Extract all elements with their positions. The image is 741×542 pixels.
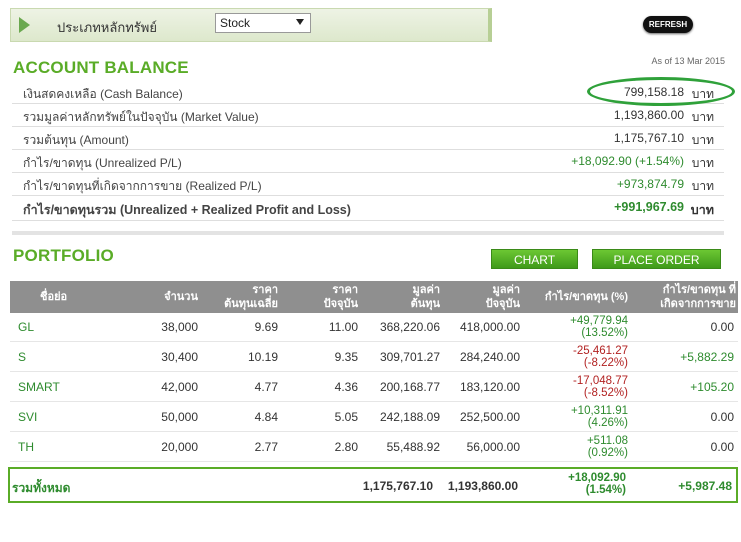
balance-label: เงินสดคงเหลือ (Cash Balance) xyxy=(23,87,183,101)
security-type-value: Stock xyxy=(220,16,251,30)
table-row[interactable]: SVI 50,000 4.84 5.05 242,188.09 252,500.00 +10… xyxy=(10,403,738,432)
unrealized-pl-cell: +511.08 (0.92%) xyxy=(586,435,628,459)
symbol-link[interactable]: TH xyxy=(18,440,34,454)
portfolio-title: PORTFOLIO xyxy=(13,246,114,265)
header-symbol: ชื่อย่อ xyxy=(40,291,68,303)
qty-cell: 20,000 xyxy=(161,440,198,454)
total-market-value: 1,193,860.00 xyxy=(447,479,518,493)
filter-bar: ประเภทหลักทรัพย์ Stock xyxy=(10,8,492,42)
market-value-cell: 284,240.00 xyxy=(459,350,520,364)
balance-unit: บาท xyxy=(691,179,714,193)
symbol-link[interactable]: S xyxy=(18,350,27,364)
security-type-label: ประเภทหลักทรัพย์ xyxy=(57,20,157,35)
total-label: รวมทั้งหมด xyxy=(12,481,71,495)
balance-unit: บาท xyxy=(690,203,714,217)
realized-pl-cell: 0.00 xyxy=(710,320,734,334)
total-cost: 1,175,767.10 xyxy=(362,479,433,493)
header-avg-cost: ราคา ต้นทุนเฉลี่ย xyxy=(224,284,278,310)
balance-value: 1,175,767.10 xyxy=(613,131,684,145)
unrealized-pl-cell: -25,461.27 (-8.22%) xyxy=(573,345,628,369)
balance-label: กำไร/ขาดทุนรวม (Unrealized + Realized Pr… xyxy=(23,203,351,217)
qty-cell: 38,000 xyxy=(161,320,198,334)
balance-label: รวมมูลค่าหลักทรัพย์ในปัจจุบัน (Market Va… xyxy=(23,110,259,124)
section-divider xyxy=(12,231,724,235)
qty-cell: 42,000 xyxy=(161,380,198,394)
unrealized-pl-cell: -17,048.77 (-8.52%) xyxy=(573,375,628,399)
cost-cell: 368,220.06 xyxy=(379,320,440,334)
account-balance-title: ACCOUNT BALANCE xyxy=(13,58,189,77)
total-realized-pl: +5,987.48 xyxy=(678,479,732,493)
price-cell: 9.35 xyxy=(334,350,358,364)
market-value-cell: 183,120.00 xyxy=(459,380,520,394)
avg-cost-cell: 4.84 xyxy=(254,410,278,424)
unrealized-pl-cell: +10,311.91 (4.26%) xyxy=(570,405,628,429)
balance-row: กำไร/ขาดทุนรวม (Unrealized + Realized Pr… xyxy=(12,196,724,221)
balance-row: กำไร/ขาดทุนที่เกิดจากการขาย (Realized P/… xyxy=(12,173,724,196)
realized-pl-cell: 0.00 xyxy=(710,440,734,454)
cost-cell: 309,701.27 xyxy=(379,350,440,364)
header-price: ราคา ปัจจุบัน xyxy=(323,284,358,310)
table-row[interactable]: SMART 42,000 4.77 4.36 200,168.77 183,120.00 -… xyxy=(10,373,738,402)
as-of-date: As of 13 Mar 2015 xyxy=(651,56,725,66)
cost-cell: 55,488.92 xyxy=(386,440,440,454)
balance-value: +18,092.90 (+1.54%) xyxy=(571,154,684,168)
security-type-select[interactable]: Stock xyxy=(215,13,311,33)
header-qty: จำนวน xyxy=(164,291,198,303)
realized-pl-cell: +5,882.29 xyxy=(680,350,734,364)
header-unrealized-pl: กำไร/ขาดทุน (%) xyxy=(544,291,628,303)
qty-cell: 50,000 xyxy=(161,410,198,424)
market-value-cell: 418,000.00 xyxy=(459,320,520,334)
balance-value: +991,967.69 xyxy=(614,200,684,214)
total-unrealized-pl: +18,092.90 (1.54%) xyxy=(568,472,626,496)
header-market-value: มูลค่า ปัจจุบัน xyxy=(485,284,520,310)
cost-cell: 242,188.09 xyxy=(379,410,440,424)
realized-pl-cell: 0.00 xyxy=(710,410,734,424)
balance-label: กำไร/ขาดทุน (Unrealized P/L) xyxy=(23,156,182,170)
table-row[interactable]: S 30,400 10.19 9.35 309,701.27 284,240.00 -25,… xyxy=(10,343,738,372)
table-row[interactable]: GL 38,000 9.69 11.00 368,220.06 418,000.00 +49… xyxy=(10,313,738,342)
balance-row: รวมต้นทุน (Amount) 1,175,767.10 บาท xyxy=(12,127,724,150)
portfolio-total-row: รวมทั้งหมด 1,175,767.10 1,193,860.00 +18… xyxy=(8,467,738,503)
price-cell: 5.05 xyxy=(334,410,358,424)
balance-unit: บาท xyxy=(691,110,714,124)
price-cell: 11.00 xyxy=(328,320,358,334)
cost-cell: 200,168.77 xyxy=(379,380,440,394)
market-value-cell: 252,500.00 xyxy=(459,410,520,424)
avg-cost-cell: 9.69 xyxy=(254,320,278,334)
table-header: ชื่อย่อ จำนวน ราคา ต้นทุนเฉลี่ย ราคา ปัจจุ… xyxy=(10,281,738,313)
balance-row: กำไร/ขาดทุน (Unrealized P/L) +18,092.90 (… xyxy=(12,150,724,173)
balance-unit: บาท xyxy=(691,156,714,170)
balance-unit: บาท xyxy=(691,133,714,147)
balance-row: รวมมูลค่าหลักทรัพย์ในปัจจุบัน (Market Va… xyxy=(12,104,724,127)
avg-cost-cell: 2.77 xyxy=(254,440,278,454)
market-value-cell: 56,000.00 xyxy=(466,440,520,454)
chevron-down-icon xyxy=(296,19,304,25)
place-order-button[interactable]: PLACE ORDER xyxy=(592,249,721,269)
header-realized-pl: กำไร/ขาดทุน ที่ เกิดจากการขาย xyxy=(660,284,736,310)
symbol-link[interactable]: SMART xyxy=(18,380,60,394)
realized-pl-cell: +105.20 xyxy=(690,380,734,394)
qty-cell: 30,400 xyxy=(161,350,198,364)
arrow-right-icon xyxy=(19,17,30,33)
symbol-link[interactable]: SVI xyxy=(18,410,38,424)
chart-button[interactable]: CHART xyxy=(491,249,578,269)
balance-value: 1,193,860.00 xyxy=(613,108,684,122)
balance-value: +973,874.79 xyxy=(616,177,684,191)
symbol-link[interactable]: GL xyxy=(18,320,35,334)
price-cell: 2.80 xyxy=(334,440,358,454)
header-cost: มูลค่า ต้นทุน xyxy=(410,284,440,310)
unrealized-pl-cell: +49,779.94 (13.52%) xyxy=(570,315,628,339)
refresh-button[interactable]: REFRESH xyxy=(643,16,693,33)
table-row[interactable]: TH 20,000 2.77 2.80 55,488.92 56,000.00 +511.0… xyxy=(10,433,738,462)
avg-cost-cell: 10.19 xyxy=(247,350,278,364)
price-cell: 4.36 xyxy=(334,380,358,394)
avg-cost-cell: 4.77 xyxy=(254,380,278,394)
balance-label: กำไร/ขาดทุนที่เกิดจากการขาย (Realized P/… xyxy=(23,179,262,193)
cash-balance-highlight-oval xyxy=(587,77,735,106)
balance-label: รวมต้นทุน (Amount) xyxy=(23,133,129,147)
